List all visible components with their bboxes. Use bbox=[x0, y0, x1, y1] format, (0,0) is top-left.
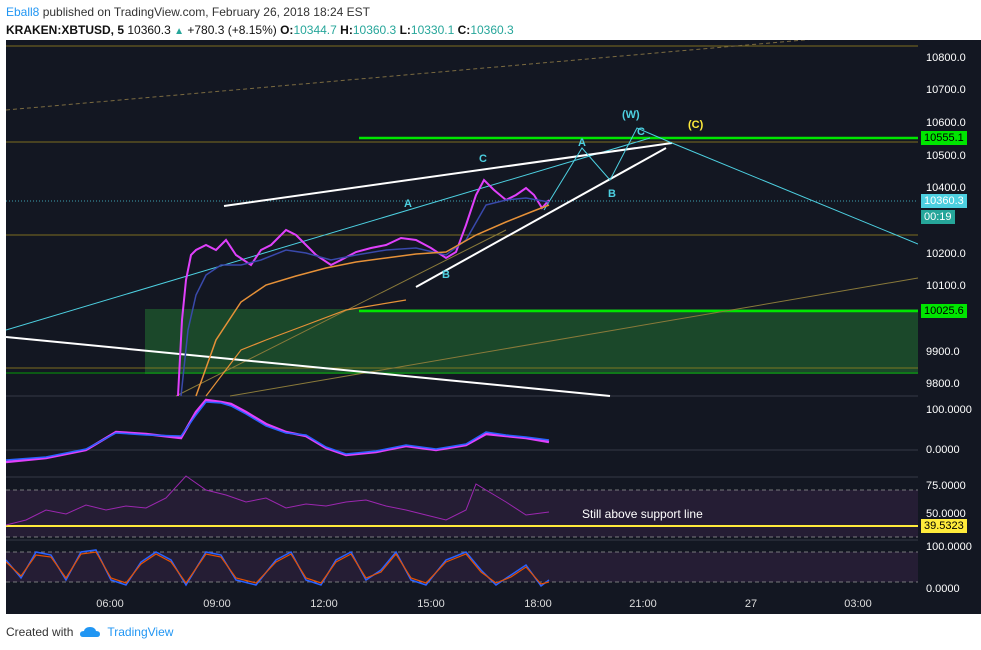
cloud-icon bbox=[80, 627, 101, 637]
macd-tick: 100.0000 bbox=[926, 404, 972, 416]
price-tick: 10600.0 bbox=[926, 117, 966, 129]
tradingview-link[interactable]: TradingView bbox=[107, 625, 174, 639]
low-value: 10330.1 bbox=[410, 23, 455, 37]
up-arrow-icon: ▲ bbox=[174, 26, 184, 37]
open-label: O: bbox=[280, 23, 294, 37]
close-value: 10360.3 bbox=[470, 23, 514, 37]
wave-label-b2: B bbox=[608, 188, 616, 200]
wedge-support-line[interactable] bbox=[415, 147, 667, 288]
time-label: 06:00 bbox=[96, 598, 124, 610]
last-price: 10360.3 bbox=[127, 23, 171, 37]
price-tick: 9800.0 bbox=[926, 378, 960, 390]
signal-line bbox=[6, 401, 550, 461]
time-label: 18:00 bbox=[524, 598, 552, 610]
channel-line bbox=[6, 137, 651, 331]
price-tick: 10700.0 bbox=[926, 84, 966, 96]
wave-label-c1: C bbox=[479, 153, 487, 165]
rsi-band bbox=[6, 490, 918, 537]
price-axis[interactable]: 10800.0 10700.0 10600.0 10500.0 10400.0 … bbox=[918, 40, 981, 614]
high-value: 10360.3 bbox=[352, 23, 397, 37]
high-label: H: bbox=[340, 23, 353, 37]
time-label: 12:00 bbox=[310, 598, 338, 610]
author-link[interactable]: Eball8 bbox=[6, 5, 40, 19]
time-label: 09:00 bbox=[203, 598, 231, 610]
price-tick: 9900.0 bbox=[926, 346, 960, 358]
price-change: +780.3 (+8.15%) bbox=[187, 23, 277, 37]
time-axis: 06:00 09:00 12:00 15:00 18:00 21:00 27 0… bbox=[6, 596, 918, 614]
wave-label-w: (W) bbox=[622, 109, 640, 121]
symbol-legend: KRAKEN:XBTUSD, 5 10360.3 ▲ +780.3 (+8.15… bbox=[6, 22, 514, 40]
support-annotation: Still above support line bbox=[582, 507, 703, 521]
time-label: 03:00 bbox=[844, 598, 872, 610]
trendline bbox=[175, 229, 507, 397]
rsi-tick: 50.0000 bbox=[926, 508, 966, 520]
stoch-band bbox=[6, 552, 918, 582]
chart-svg: A B C A B C (W) (C) Still above support … bbox=[6, 40, 918, 588]
wedge-upper-line[interactable] bbox=[223, 142, 673, 207]
low-label: L: bbox=[399, 23, 411, 37]
price-tick: 10500.0 bbox=[926, 150, 966, 162]
macd-tick: 0.0000 bbox=[926, 444, 960, 456]
publish-header: Eball8 published on TradingView.com, Feb… bbox=[6, 4, 370, 20]
symbol-name[interactable]: KRAKEN:XBTUSD, 5 bbox=[6, 23, 125, 37]
dashed-trendline bbox=[6, 40, 810, 111]
time-label: 21:00 bbox=[629, 598, 657, 610]
wave-label-c-big: (C) bbox=[688, 119, 704, 131]
rsi-tick: 75.0000 bbox=[926, 480, 966, 492]
rsi-value-tag: 39.5323 bbox=[921, 519, 967, 533]
ema-line bbox=[180, 197, 550, 397]
open-value: 10344.7 bbox=[293, 23, 337, 37]
wave-projection bbox=[543, 127, 918, 245]
countdown-tag: 00:19 bbox=[921, 210, 955, 224]
support-price-tag: 10025.6 bbox=[921, 304, 967, 318]
resistance-price-tag: 10555.1 bbox=[921, 131, 967, 145]
orange-ema bbox=[195, 204, 550, 397]
created-with-text: Created with bbox=[6, 625, 74, 639]
trendline bbox=[229, 277, 918, 397]
wave-label-c2: C bbox=[637, 126, 645, 138]
price-tick: 10100.0 bbox=[926, 280, 966, 292]
price-tick: 10200.0 bbox=[926, 248, 966, 260]
stoch-d-line bbox=[6, 551, 550, 585]
time-label: 27 bbox=[744, 598, 758, 610]
wave-label-a2: A bbox=[578, 137, 586, 149]
chart-canvas[interactable]: A B C A B C (W) (C) Still above support … bbox=[6, 40, 918, 614]
stoch-tick: 100.0000 bbox=[926, 541, 972, 553]
stoch-tick: 0.0000 bbox=[926, 583, 960, 595]
footer: Created with TradingView bbox=[6, 625, 173, 639]
wave-label-a1: A bbox=[404, 198, 412, 210]
orange-ma bbox=[205, 299, 407, 397]
close-label: C: bbox=[457, 23, 471, 37]
wave-label-b1: B bbox=[442, 269, 450, 281]
time-label: 15:00 bbox=[417, 598, 445, 610]
stoch-k-line bbox=[6, 549, 550, 588]
price-tick: 10800.0 bbox=[926, 52, 966, 64]
wedge-lower-line[interactable] bbox=[6, 336, 611, 397]
publish-info: published on TradingView.com, February 2… bbox=[39, 5, 371, 19]
price-tick: 10400.0 bbox=[926, 182, 966, 194]
macd-line bbox=[6, 398, 550, 464]
rsi-line bbox=[6, 475, 550, 526]
last-price-tag: 10360.3 bbox=[921, 194, 967, 208]
